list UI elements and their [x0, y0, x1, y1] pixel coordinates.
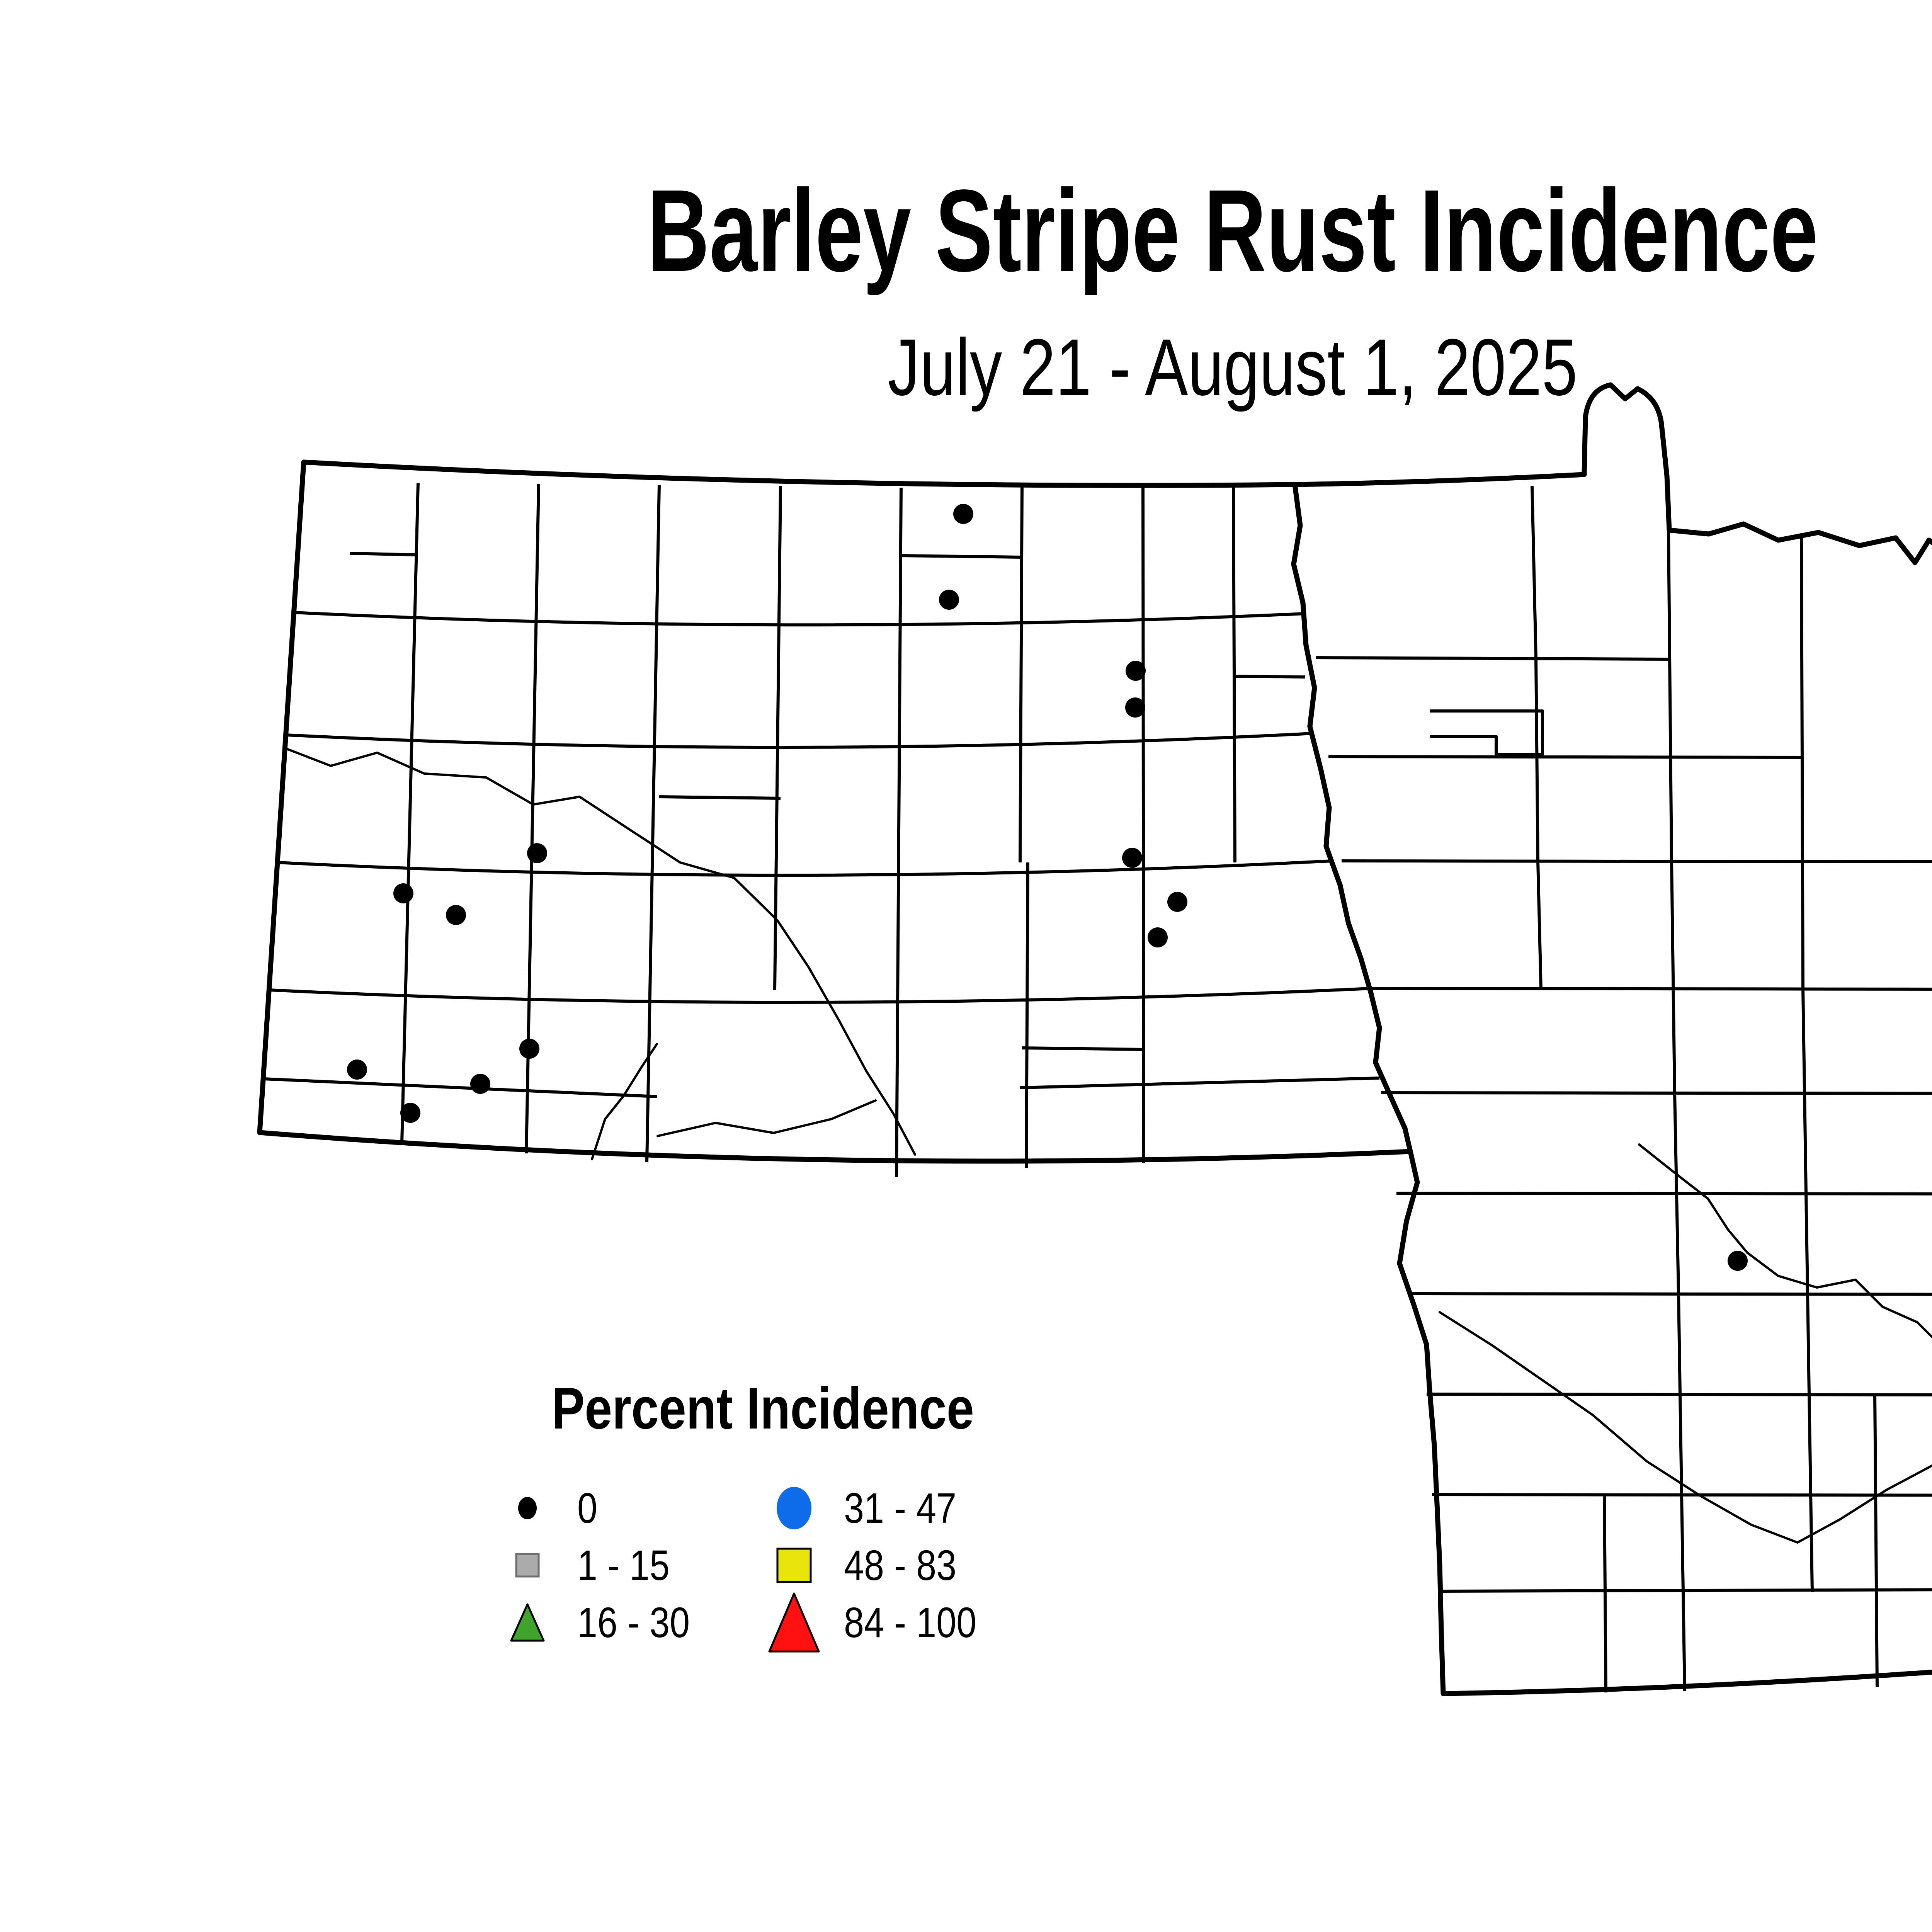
- legend-symbol: [761, 1592, 827, 1653]
- legend-row-1-15: 1 - 15: [495, 1537, 761, 1594]
- legend-symbol: [761, 1477, 827, 1539]
- legend-label: 16 - 30: [577, 1599, 690, 1646]
- heart-river: [656, 1099, 877, 1137]
- legend-row-16-30: 16 - 30: [495, 1594, 761, 1651]
- incidence-marker-5: [1167, 892, 1187, 912]
- legend-symbol: [495, 1477, 560, 1539]
- legend-label: 0: [577, 1484, 598, 1532]
- square-48-83-icon: [776, 1548, 812, 1583]
- incidence-marker-7: [527, 843, 547, 863]
- legend-label: 1 - 15: [577, 1541, 670, 1589]
- mississippi-river: [1638, 1143, 1932, 1339]
- legend-label: 48 - 83: [844, 1541, 957, 1589]
- minnesota-county-lines: [1316, 486, 1932, 1693]
- legend-label: 84 - 100: [844, 1599, 977, 1646]
- incidence-marker-2: [1126, 661, 1146, 681]
- minnesota-outline: [1291, 382, 1932, 1696]
- legend-items: 0 1 - 15 16 - 30 31 - 47 48 - 83 84 - 100: [495, 1480, 1175, 1653]
- legend-row-31-47: 31 - 47: [761, 1480, 1000, 1537]
- legend-row-0: 0: [495, 1480, 761, 1537]
- legend-symbol: [761, 1534, 827, 1596]
- page-subtitle: July 21 - August 1, 2025: [888, 323, 1578, 412]
- legend-title: Percent Incidence: [552, 1376, 974, 1441]
- incidence-marker-8: [393, 883, 413, 903]
- incidence-marker-12: [470, 1074, 490, 1094]
- dot-0-icon: [518, 1497, 537, 1519]
- legend-row-84-100: 84 - 100: [761, 1592, 1000, 1653]
- incidence-marker-4: [1122, 848, 1142, 868]
- little-missouri-river: [591, 1043, 658, 1160]
- incidence-marker-10: [519, 1039, 539, 1059]
- incidence-marker-0: [953, 504, 973, 524]
- incidence-marker-13: [400, 1103, 420, 1123]
- incidence-markers: [347, 504, 1748, 1271]
- incidence-marker-14: [1728, 1251, 1748, 1271]
- legend-label: 31 - 47: [844, 1484, 957, 1532]
- triangle-16-30-icon: [510, 1603, 545, 1642]
- missouri-river: [286, 748, 916, 1156]
- square-1-15-icon: [515, 1553, 540, 1578]
- incidence-marker-3: [1125, 697, 1145, 718]
- legend-symbol: [495, 1534, 560, 1596]
- north-dakota-county-lines: [263, 483, 1380, 1177]
- legend: Percent Incidence 0 1 - 15 16 - 30 31 - 47 4…: [495, 1375, 1175, 1653]
- minnesota-river: [1439, 1311, 1932, 1544]
- incidence-marker-9: [446, 905, 466, 925]
- legend-column-1: 0 1 - 15 16 - 30: [495, 1480, 761, 1651]
- triangle-84-100-icon: [768, 1592, 820, 1653]
- legend-symbol: [495, 1592, 560, 1653]
- legend-column-2: 31 - 47 48 - 83 84 - 100: [761, 1480, 1000, 1653]
- page-title: Barley Stripe Rust Incidence: [647, 165, 1818, 296]
- circle-31-47-icon: [777, 1487, 811, 1529]
- incidence-marker-11: [347, 1060, 367, 1080]
- incidence-marker-1: [939, 590, 959, 610]
- north-dakota-outline: [257, 459, 1413, 1164]
- incidence-marker-6: [1148, 927, 1168, 947]
- legend-row-48-83: 48 - 83: [761, 1537, 1000, 1594]
